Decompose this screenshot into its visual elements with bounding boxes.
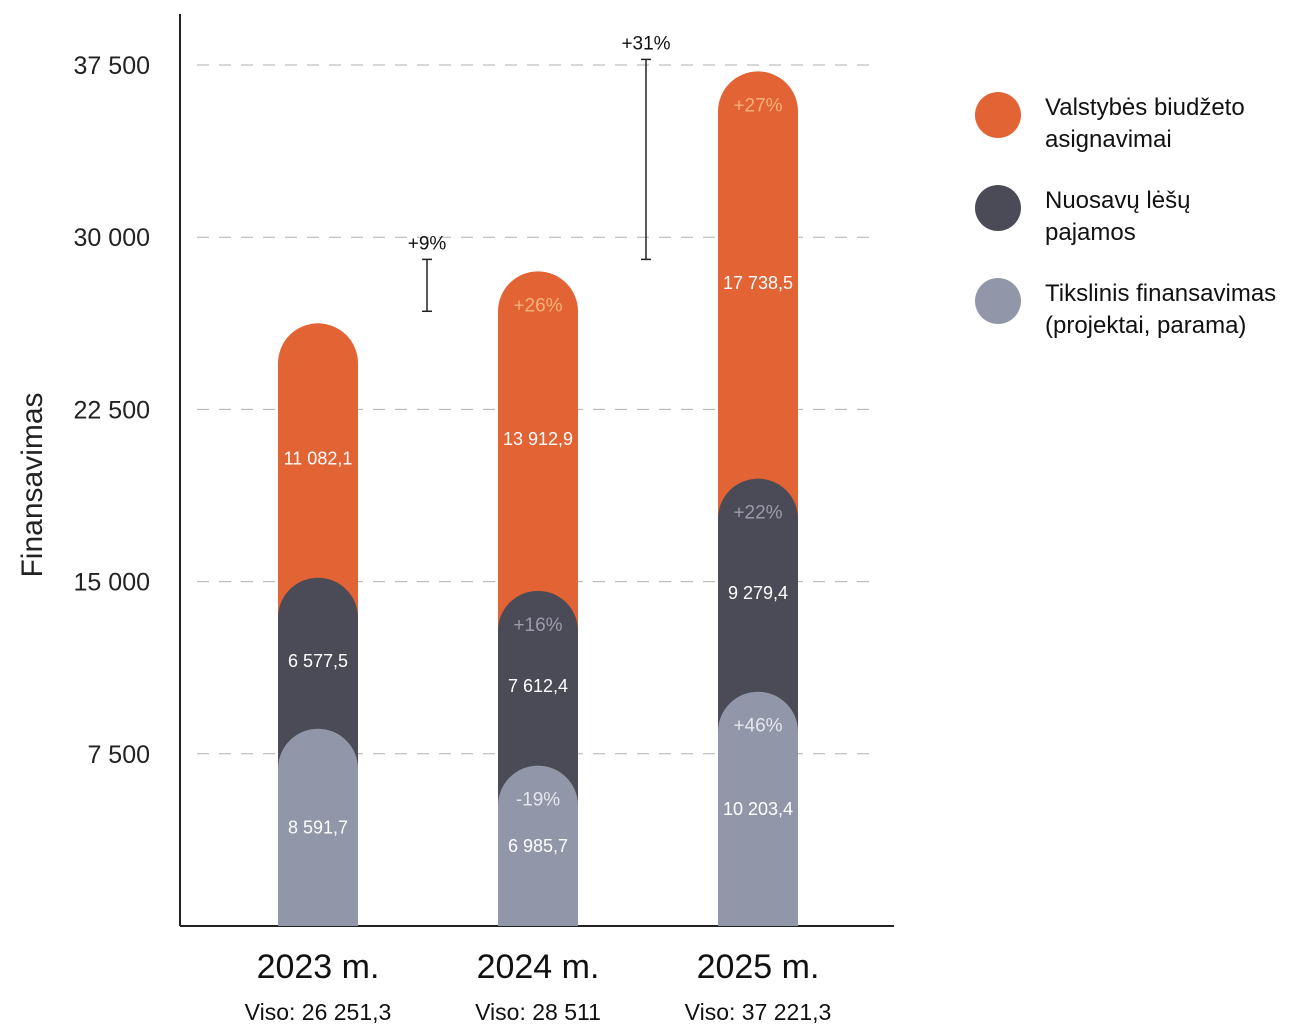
change-label: +27% xyxy=(733,95,782,116)
x-category-label: 2025 m. xyxy=(697,948,820,986)
data-label: 6 577,5 xyxy=(288,651,348,671)
legend-label: (projektai, parama) xyxy=(1045,312,1246,339)
bar-segment xyxy=(718,478,798,732)
legend-swatch xyxy=(975,185,1021,231)
y-tick-label: 7 500 xyxy=(87,741,150,769)
y-tick-label: 15 000 xyxy=(74,569,150,597)
bar-segment xyxy=(498,765,578,926)
change-label: +26% xyxy=(513,295,562,316)
y-axis-title: Finansavimas xyxy=(16,392,49,577)
legend-label: Nuosavų lėšų xyxy=(1045,187,1190,214)
change-label: +46% xyxy=(733,716,782,737)
bar-segment xyxy=(498,271,578,631)
y-tick-label: 22 500 xyxy=(74,396,150,424)
total-label: Viso: 37 221,3 xyxy=(685,999,832,1024)
legend-swatch xyxy=(975,92,1021,138)
total-label: Viso: 26 251,3 xyxy=(245,999,392,1024)
bar-segment xyxy=(278,577,358,769)
data-label: 7 612,4 xyxy=(508,676,568,696)
data-label: 10 203,4 xyxy=(723,799,793,819)
data-label: 11 082,1 xyxy=(284,448,353,468)
legend-label: pajamos xyxy=(1045,219,1136,246)
y-tick-label: 30 000 xyxy=(74,224,150,252)
x-category-label: 2023 m. xyxy=(257,948,380,986)
growth-label: +31% xyxy=(621,33,670,54)
change-label: +16% xyxy=(513,615,562,636)
bar-segment xyxy=(718,691,798,926)
bar-segment xyxy=(278,728,358,926)
legend-label: asignavimai xyxy=(1045,126,1172,153)
bar-segment xyxy=(278,323,358,618)
y-tick-label: 37 500 xyxy=(74,52,150,80)
change-label: +22% xyxy=(733,503,782,524)
total-label: Viso: 28 511 xyxy=(475,999,601,1024)
bar-segment xyxy=(718,71,798,519)
data-label: 8 591,7 xyxy=(288,817,348,837)
data-label: 17 738,5 xyxy=(723,273,793,293)
data-label: 13 912,9 xyxy=(503,429,573,449)
data-label: 6 985,7 xyxy=(508,836,568,856)
legend-label: Tikslinis finansavimas xyxy=(1045,280,1276,307)
bar-segment xyxy=(498,590,578,806)
change-label: -19% xyxy=(516,790,560,811)
growth-label: +9% xyxy=(408,233,447,254)
legend-swatch xyxy=(975,278,1021,324)
legend-label: Valstybės biudžeto xyxy=(1045,94,1245,121)
x-category-label: 2024 m. xyxy=(477,948,600,986)
data-label: 9 279,4 xyxy=(728,583,788,603)
